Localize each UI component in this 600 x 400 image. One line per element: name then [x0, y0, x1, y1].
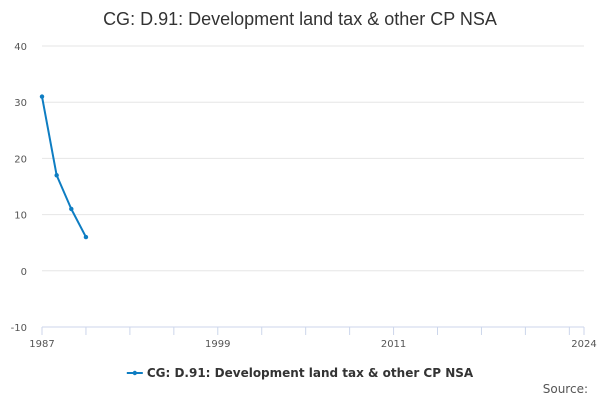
x-tick-label: 1999 — [205, 339, 230, 350]
y-tick-label: 0 — [21, 267, 27, 278]
source-credit[interactable]: Source: — [543, 382, 588, 396]
x-tick-label: 2024 — [571, 339, 596, 350]
series-line[interactable] — [41, 95, 87, 239]
legend-marker-symbol[interactable] — [132, 370, 138, 376]
x-tick-label: 1987 — [29, 339, 54, 350]
legend-label[interactable]: CG: D.91: Development land tax & other C… — [147, 366, 474, 380]
y-tick-label: 30 — [14, 98, 27, 109]
grid — [42, 45, 584, 328]
series-layer — [39, 94, 89, 240]
data-point[interactable] — [83, 234, 89, 240]
legend[interactable]: CG: D.91: Development land tax & other C… — [126, 366, 474, 380]
x-tick-label: 2011 — [381, 339, 406, 350]
data-point[interactable] — [54, 173, 59, 178]
data-point[interactable] — [69, 206, 74, 212]
y-axis: -10 0 10 20 30 40 — [11, 42, 27, 334]
data-point[interactable] — [39, 94, 45, 99]
y-tick-label: 10 — [14, 211, 27, 222]
x-axis: 1987 1999 2011 2024 — [29, 326, 597, 350]
y-tick-label: -10 — [11, 323, 27, 334]
y-tick-label: 20 — [14, 154, 27, 165]
chart-title: CG: D.91: Development land tax & other C… — [103, 9, 497, 29]
y-tick-label: 40 — [14, 42, 27, 53]
